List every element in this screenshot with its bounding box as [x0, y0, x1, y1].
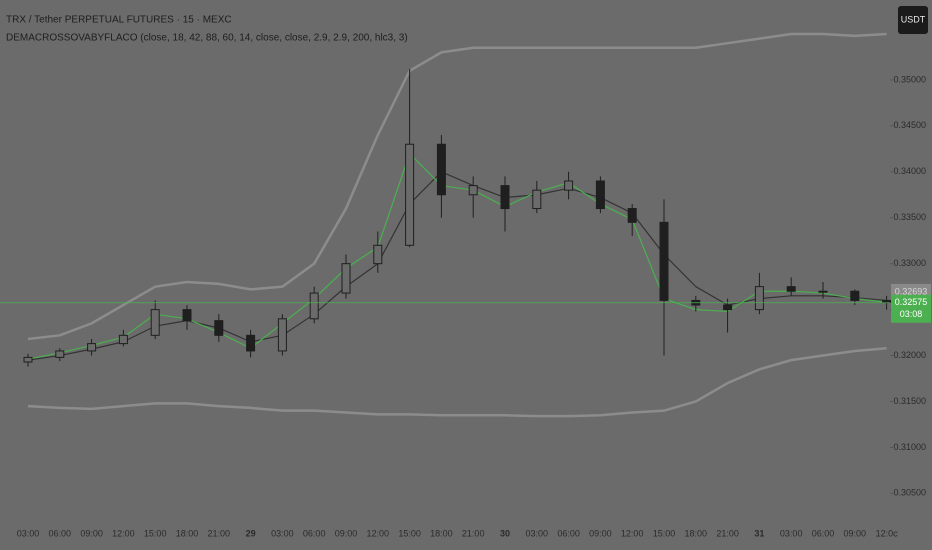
indicator-line — [27, 152, 887, 360]
x-tick-label: 09:00 — [335, 528, 358, 538]
y-tick-label: 0.33500 — [893, 212, 926, 222]
x-tick-label: 03:00 — [526, 528, 549, 538]
x-tick-label: 09:00 — [589, 528, 612, 538]
indicator-line — [27, 32, 887, 341]
candle-body — [246, 334, 256, 352]
x-tick-label: 03:00 — [780, 528, 803, 538]
candle-body — [818, 290, 828, 293]
x-tick-label: 06:00 — [49, 528, 72, 538]
x-tick-label: 18:00 — [176, 528, 199, 538]
x-tick-label: 30 — [500, 528, 510, 538]
y-tick-label: 0.33000 — [893, 258, 926, 268]
x-tick-label: 12:00 — [367, 528, 390, 538]
y-tick-label: 0.31500 — [893, 396, 926, 406]
candle-body — [532, 189, 542, 210]
x-tick-label: 18:00 — [685, 528, 708, 538]
x-tick-label: 15:00 — [144, 528, 167, 538]
candle-body — [87, 343, 97, 352]
candle-body — [55, 350, 65, 358]
x-tick-label: 15:00 — [653, 528, 676, 538]
candle-body — [595, 180, 605, 210]
x-tick-label: 12:0c — [876, 528, 899, 538]
x-tick-label: 03:00 — [271, 528, 294, 538]
y-tick-label: 0.30500 — [893, 488, 926, 498]
candle-body — [723, 304, 733, 311]
chart-title: TRX / Tether PERPETUAL FUTURES · 15 · ME… — [6, 15, 232, 26]
x-tick-label: 21:00 — [716, 528, 739, 538]
x-tick-label: 31 — [754, 528, 764, 538]
x-tick-label: 09:00 — [80, 528, 103, 538]
plot-area: 0.305000.310000.315000.320000.325000.330… — [0, 32, 931, 538]
candle-body — [754, 286, 764, 311]
candle-body — [341, 263, 351, 294]
candle-body — [436, 143, 446, 196]
x-tick-label: 12:00 — [621, 528, 644, 538]
candle-body — [23, 356, 33, 363]
candle-body — [214, 320, 224, 336]
x-tick-label: 15:00 — [398, 528, 421, 538]
x-tick-label: 21:00 — [208, 528, 231, 538]
currency-button-bg[interactable] — [898, 6, 928, 34]
candle-body — [182, 309, 192, 322]
candle-body — [309, 292, 319, 320]
countdown-label: 03:08 — [900, 309, 923, 319]
x-tick-label: 03:00 — [17, 528, 40, 538]
x-tick-label: 06:00 — [303, 528, 326, 538]
candle-body — [627, 208, 637, 223]
x-tick-label: 06:00 — [812, 528, 835, 538]
candle-body — [277, 318, 287, 352]
currency-button[interactable]: USDT — [901, 14, 926, 24]
indicator-label: DEMACROSSOVABYFLACO (close, 18, 42, 88, … — [6, 33, 408, 44]
x-tick-label: 21:00 — [462, 528, 485, 538]
candle-body — [850, 290, 860, 301]
candle-body — [373, 244, 383, 265]
x-tick-label: 12:00 — [112, 528, 135, 538]
y-tick-label: 0.34500 — [893, 120, 926, 130]
x-tick-label: 29 — [246, 528, 256, 538]
last-price-label: 0.32575 — [895, 297, 928, 307]
marker-price-label: 0.32693 — [895, 286, 928, 296]
y-tick-label: 0.35000 — [893, 74, 926, 84]
candle-body — [659, 221, 669, 301]
x-tick-label: 06:00 — [557, 528, 580, 538]
y-tick-label: 0.32000 — [893, 350, 926, 360]
candle-body — [500, 185, 510, 210]
indicator-line — [27, 346, 887, 418]
candle-body — [150, 309, 160, 336]
candle-body — [882, 299, 892, 303]
x-tick-label: 18:00 — [430, 528, 453, 538]
y-tick-label: 0.31000 — [893, 442, 926, 452]
last-price-box — [891, 294, 931, 323]
candle-body — [786, 286, 796, 292]
candle-body — [564, 180, 574, 191]
x-tick-label: 09:00 — [844, 528, 867, 538]
candle-body — [468, 185, 478, 196]
candle-body — [405, 143, 415, 246]
candle-body — [118, 334, 128, 345]
y-tick-label: 0.34000 — [893, 166, 926, 176]
